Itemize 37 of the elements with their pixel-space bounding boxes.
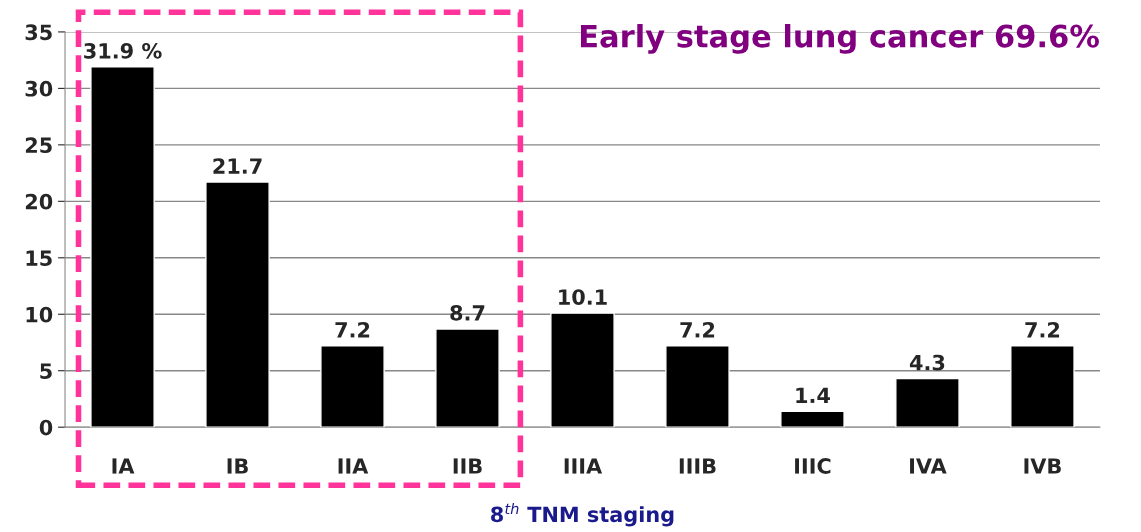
data-label: 8.7 bbox=[450, 304, 485, 321]
data-label: 7.2 bbox=[335, 321, 370, 338]
data-label: 1.4 bbox=[796, 387, 830, 403]
y-tick-label: 10 bbox=[26, 306, 53, 323]
y-tick-label: 25 bbox=[25, 137, 52, 154]
data-label: 7.2 bbox=[1025, 321, 1060, 338]
bar bbox=[550, 312, 615, 428]
bar bbox=[90, 66, 155, 428]
y-tick-label: 5 bbox=[40, 363, 52, 379]
y-tick-label: 0 bbox=[39, 419, 53, 436]
x-tick-label: IIA bbox=[338, 458, 369, 474]
data-label: 10.1 bbox=[559, 289, 607, 305]
bar bbox=[895, 377, 960, 428]
data-label: 31.9 % bbox=[84, 42, 162, 59]
bar bbox=[780, 410, 845, 428]
y-tick-label: 35 bbox=[25, 24, 52, 41]
annotation: Early stage lung cancer 69.6% bbox=[580, 24, 1099, 54]
x-tick-label: IA bbox=[112, 458, 135, 474]
x-tick-label: IB bbox=[227, 458, 248, 474]
data-label: 7.2 bbox=[680, 321, 715, 338]
data-label: 21.7 bbox=[213, 158, 262, 174]
x-tick-label: IVA bbox=[910, 458, 947, 474]
y-tick-label: 30 bbox=[25, 80, 53, 97]
bar bbox=[205, 181, 270, 428]
x-tick-label: IIIB bbox=[679, 458, 716, 474]
bar bbox=[320, 345, 385, 428]
bar bbox=[435, 328, 500, 428]
y-tick-label: 20 bbox=[25, 193, 53, 210]
y-tick-label: 15 bbox=[26, 250, 52, 266]
data-label: 4.3 bbox=[909, 354, 945, 371]
x-tick-label: IVB bbox=[1024, 458, 1061, 474]
bar bbox=[665, 345, 730, 428]
x-tick-label: IIIC bbox=[795, 458, 831, 474]
bar bbox=[1010, 345, 1075, 428]
x-tick-label: IIB bbox=[453, 458, 482, 474]
x-axis-title: 8$^{th}$ TNM staging bbox=[491, 502, 674, 527]
x-tick-label: IIIA bbox=[564, 458, 603, 474]
